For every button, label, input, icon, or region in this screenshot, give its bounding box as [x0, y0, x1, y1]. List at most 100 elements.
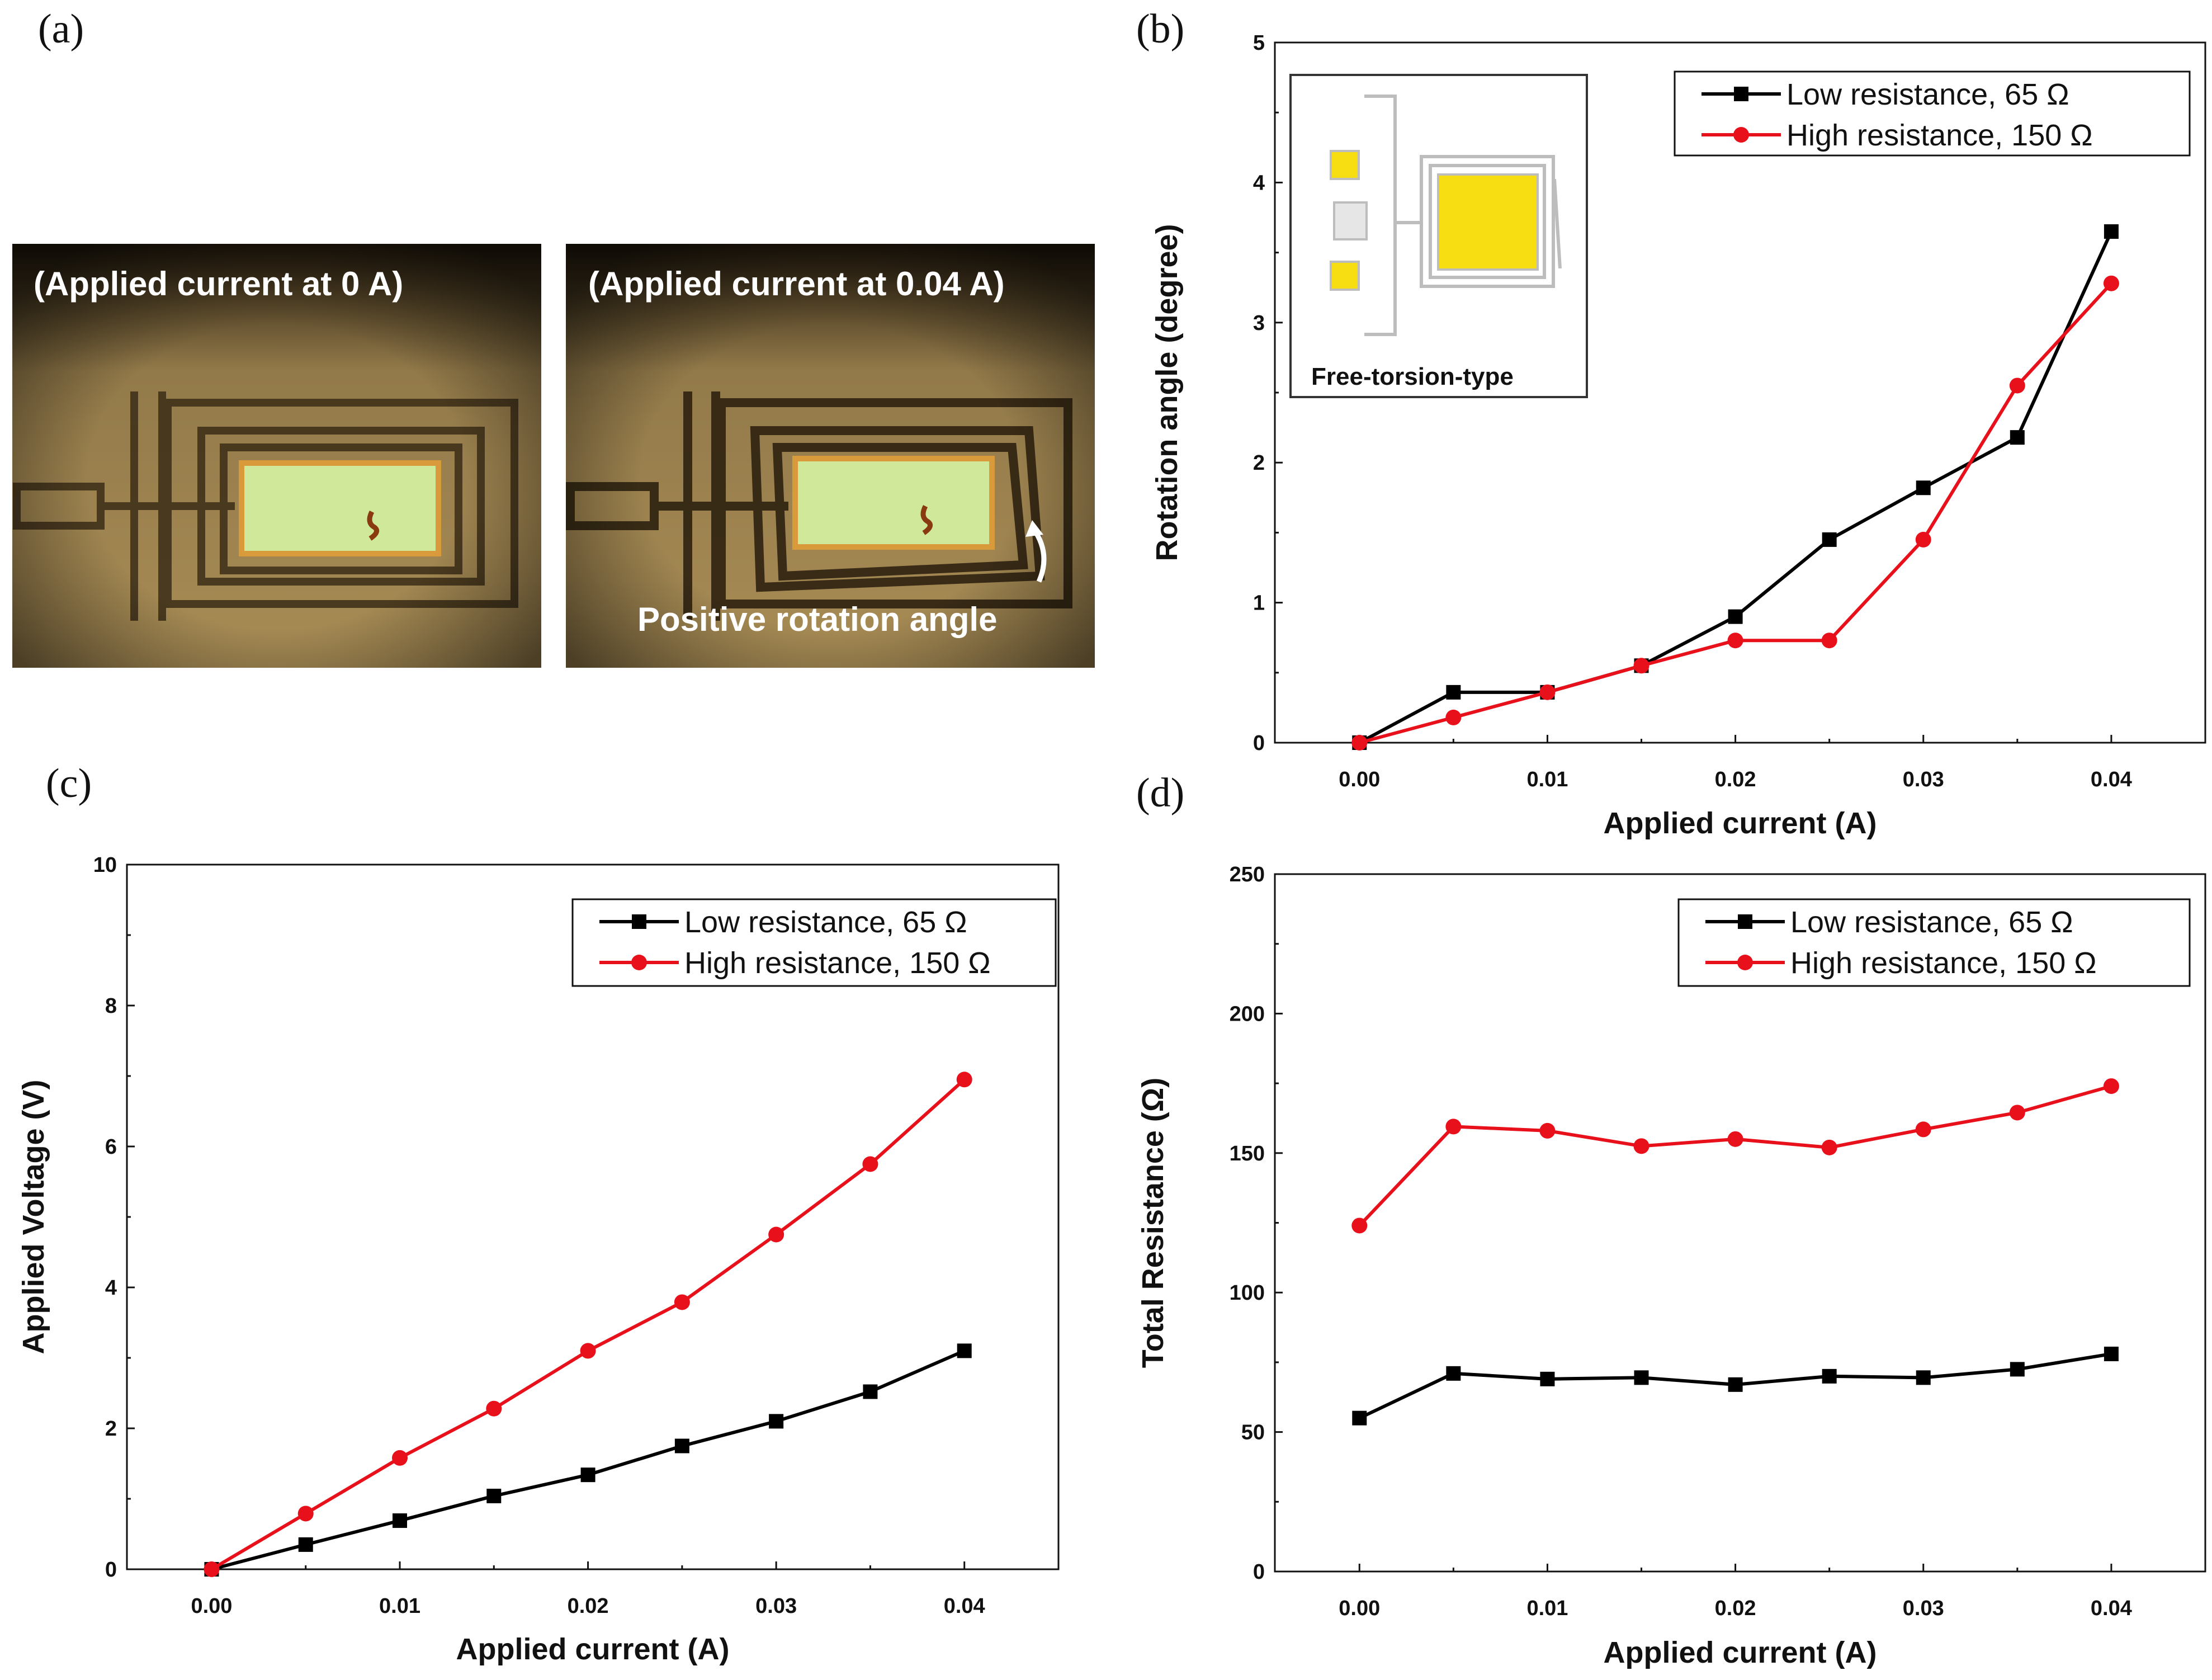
inset-center-pad	[1333, 201, 1368, 240]
x-tick-label: 0.00	[191, 1594, 232, 1618]
data-point-high	[2103, 1078, 2119, 1094]
panel-label-c: (c)	[46, 761, 92, 806]
data-point-low	[1822, 1368, 1837, 1384]
inset-free-torsion: Free-torsion-type	[1289, 74, 1588, 398]
data-point-high	[2009, 377, 2025, 394]
y-tick-label: 6	[105, 1135, 117, 1159]
inset-mirror	[1437, 173, 1539, 271]
photo-0A-vignette	[12, 244, 541, 668]
x-tick-label: 0.02	[568, 1594, 609, 1618]
data-point-high	[956, 1072, 972, 1088]
photo-0A-caption: (Applied current at 0 A)	[34, 265, 403, 303]
series-line-1	[1358, 1084, 2112, 1227]
y-tick-label: 0	[1253, 1560, 1265, 1584]
data-point-low	[863, 1384, 878, 1399]
data-point-low	[1634, 1370, 1649, 1385]
legend-marker-high	[1737, 955, 1753, 970]
data-point-low	[2104, 224, 2119, 239]
data-point-low	[1916, 1370, 1931, 1385]
data-point-high	[1539, 684, 1556, 700]
data-point-high	[1351, 1217, 1368, 1234]
inset-pad-bottom	[1330, 261, 1360, 291]
data-point-high	[1727, 633, 1743, 649]
series-line-0	[211, 1349, 965, 1571]
x-tick-label: 0.01	[1526, 768, 1568, 791]
data-point-high	[1445, 709, 1462, 725]
y-tick-label: 250	[1230, 863, 1265, 886]
legend-label-0: Low resistance, 65 Ω	[1786, 78, 2069, 111]
x-tick-label: 0.04	[2091, 1597, 2132, 1620]
chart-rotation-angle: 0.00 0.01 0.02 0.03 0.04 0 1 2 3 4 5 Applied curren…	[1150, 31, 2206, 840]
y-tick-label: 10	[93, 853, 117, 877]
x-axis-title: Applied current (A)	[456, 1632, 729, 1666]
data-point-low	[2010, 430, 2025, 445]
y-tick-label: 2	[1253, 451, 1265, 475]
data-point-low	[674, 1438, 689, 1454]
data-point-low	[393, 1513, 408, 1528]
panel-a: (a) (Applied current at 0 A)	[12, 6, 1095, 668]
rotation-annotation: Positive rotation angle	[637, 601, 997, 638]
legend-marker-low	[1734, 87, 1748, 101]
photo-004A-vignette	[566, 244, 1095, 668]
y-tick-label: 200	[1230, 1002, 1265, 1026]
data-point-high	[1727, 1131, 1743, 1147]
data-point-high	[580, 1343, 596, 1359]
y-axis-title: Total Resistance (Ω)	[1136, 1078, 1170, 1368]
x-axis-title: Applied current (A)	[1603, 806, 1877, 840]
inset-pad-top	[1330, 150, 1360, 180]
data-point-high	[297, 1506, 314, 1522]
data-point-high	[1821, 633, 1837, 649]
legend-label-1: High resistance, 150 Ω	[684, 946, 991, 980]
x-tick-label: 0.01	[379, 1594, 420, 1618]
y-tick-label: 2	[105, 1417, 117, 1441]
data-point-high	[204, 1561, 220, 1577]
data-point-high	[1539, 1122, 1556, 1139]
data-point-high	[2009, 1105, 2025, 1121]
legend-marker-low	[632, 914, 646, 929]
photo-0A: (Applied current at 0 A)	[12, 244, 541, 668]
legend-box	[1674, 70, 2191, 157]
chart-total-resistance: 0.00 0.01 0.02 0.03 0.04 0 50 100 150 200 250 Appli…	[1136, 863, 2206, 1669]
panel-label-a: (a)	[38, 6, 84, 52]
x-tick-label: 0.04	[944, 1594, 985, 1618]
y-tick-label: 50	[1241, 1421, 1265, 1445]
data-point-low	[1352, 1410, 1367, 1426]
legend-marker-low	[1738, 914, 1752, 929]
legend-label-0: Low resistance, 65 Ω	[1790, 905, 2073, 939]
data-point-high	[1633, 658, 1649, 674]
data-point-high	[392, 1450, 408, 1466]
y-axis-title: Rotation angle (degree)	[1150, 224, 1184, 561]
data-point-high	[862, 1156, 878, 1172]
data-point-low	[1540, 1371, 1555, 1386]
x-tick-label: 0.02	[1715, 1597, 1756, 1620]
data-point-low	[1728, 609, 1743, 624]
panel-label-b: (b)	[1136, 6, 1184, 52]
legend-marker-high	[1733, 127, 1749, 143]
legend-label-1: High resistance, 150 Ω	[1790, 946, 2097, 980]
data-point-high	[486, 1400, 502, 1417]
legend-box	[1677, 898, 2191, 987]
inset-schematic	[1364, 95, 1562, 336]
data-point-low	[2104, 1346, 2119, 1361]
data-point-low	[486, 1488, 502, 1503]
data-point-high	[1445, 1119, 1462, 1135]
y-tick-label: 100	[1230, 1281, 1265, 1305]
legend-box	[571, 898, 1057, 987]
panel-label-d: (d)	[1136, 770, 1184, 816]
x-tick-label: 0.01	[1526, 1597, 1568, 1620]
data-point-high	[1633, 1138, 1649, 1154]
inset-caption: Free-torsion-type	[1311, 363, 1514, 390]
data-point-high	[768, 1226, 784, 1243]
photo-004A: (Applied current at 0.04 A) Positive rot…	[566, 244, 1095, 668]
data-point-low	[2010, 1362, 2025, 1377]
data-point-high	[1821, 1139, 1837, 1155]
chart-applied-voltage: 0.00 0.01 0.02 0.03 0.04 0 2 4 6 8 10 Applied curre…	[17, 853, 1060, 1666]
data-point-low	[957, 1343, 972, 1358]
data-point-low	[1728, 1377, 1743, 1392]
data-point-high	[1915, 1121, 1931, 1138]
y-tick-label: 150	[1230, 1142, 1265, 1165]
x-tick-label: 0.04	[2091, 768, 2132, 791]
y-tick-label: 5	[1253, 31, 1265, 55]
data-point-low	[1446, 1366, 1461, 1381]
